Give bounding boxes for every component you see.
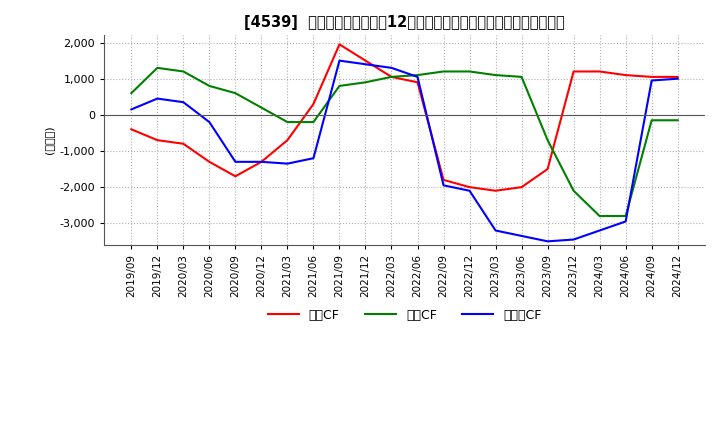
営業CF: [570, 69, 578, 74]
営業CF: [153, 138, 162, 143]
フリーCF: [647, 78, 656, 83]
投資CF: [544, 138, 552, 143]
フリーCF: [413, 74, 422, 80]
投資CF: [153, 65, 162, 70]
営業CF: [205, 159, 214, 165]
投資CF: [127, 91, 135, 96]
営業CF: [127, 127, 135, 132]
フリーCF: [595, 228, 604, 233]
フリーCF: [387, 65, 396, 70]
営業CF: [544, 166, 552, 172]
投資CF: [179, 69, 188, 74]
営業CF: [673, 74, 682, 80]
フリーCF: [517, 233, 526, 238]
営業CF: [361, 58, 370, 63]
フリーCF: [673, 76, 682, 81]
投資CF: [283, 119, 292, 125]
フリーCF: [570, 237, 578, 242]
投資CF: [595, 213, 604, 219]
フリーCF: [361, 62, 370, 67]
フリーCF: [257, 159, 266, 165]
投資CF: [570, 188, 578, 194]
営業CF: [179, 141, 188, 147]
フリーCF: [153, 96, 162, 101]
Title: [4539]  キャッシュフローの12か月移動合計の対前年同期増減額の推移: [4539] キャッシュフローの12か月移動合計の対前年同期増減額の推移: [244, 15, 565, 30]
投資CF: [465, 69, 474, 74]
フリーCF: [179, 99, 188, 105]
営業CF: [647, 74, 656, 80]
Line: 投資CF: 投資CF: [131, 68, 678, 216]
投資CF: [621, 213, 630, 219]
フリーCF: [491, 228, 500, 233]
投資CF: [673, 117, 682, 123]
営業CF: [387, 74, 396, 80]
営業CF: [491, 188, 500, 194]
投資CF: [647, 117, 656, 123]
営業CF: [595, 69, 604, 74]
Line: 営業CF: 営業CF: [131, 44, 678, 191]
投資CF: [231, 91, 240, 96]
フリーCF: [335, 58, 343, 63]
投資CF: [387, 74, 396, 80]
投資CF: [309, 119, 318, 125]
フリーCF: [231, 159, 240, 165]
投資CF: [361, 80, 370, 85]
フリーCF: [465, 188, 474, 194]
フリーCF: [439, 183, 448, 188]
営業CF: [283, 138, 292, 143]
営業CF: [439, 177, 448, 183]
フリーCF: [283, 161, 292, 166]
投資CF: [257, 105, 266, 110]
Y-axis label: (百万円): (百万円): [44, 126, 54, 154]
営業CF: [231, 174, 240, 179]
フリーCF: [309, 156, 318, 161]
営業CF: [309, 101, 318, 106]
営業CF: [465, 184, 474, 190]
投資CF: [335, 83, 343, 88]
営業CF: [413, 80, 422, 85]
投資CF: [413, 73, 422, 78]
フリーCF: [205, 119, 214, 125]
営業CF: [335, 42, 343, 47]
投資CF: [491, 73, 500, 78]
投資CF: [205, 83, 214, 88]
投資CF: [439, 69, 448, 74]
営業CF: [257, 159, 266, 165]
Line: フリーCF: フリーCF: [131, 61, 678, 241]
フリーCF: [127, 107, 135, 112]
投資CF: [517, 74, 526, 80]
フリーCF: [544, 238, 552, 244]
営業CF: [517, 184, 526, 190]
Legend: 営業CF, 投資CF, フリーCF: 営業CF, 投資CF, フリーCF: [263, 304, 546, 327]
営業CF: [621, 73, 630, 78]
フリーCF: [621, 219, 630, 224]
